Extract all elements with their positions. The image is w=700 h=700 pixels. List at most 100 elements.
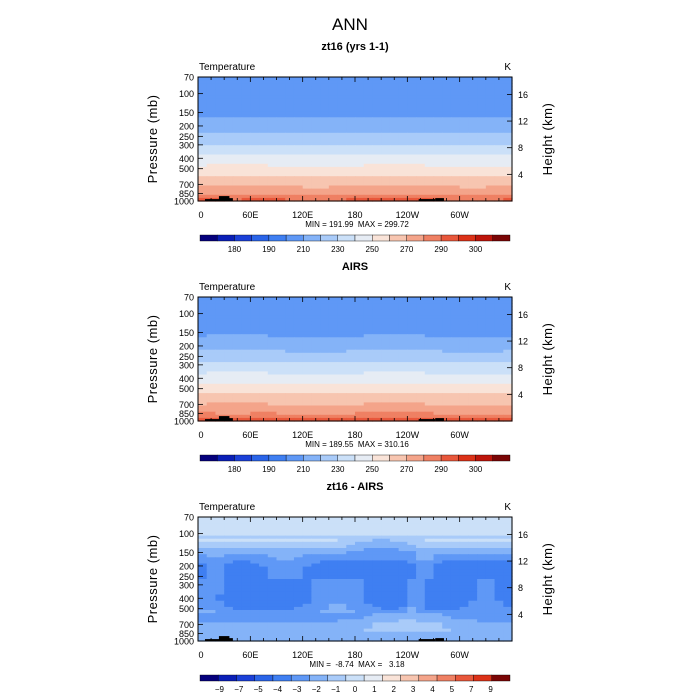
contour-cell bbox=[337, 594, 347, 599]
contour-cell bbox=[276, 340, 286, 345]
contour-cell bbox=[198, 628, 208, 633]
contour-cell bbox=[433, 132, 443, 137]
contour-cell bbox=[267, 548, 278, 552]
contour-cell bbox=[267, 185, 278, 190]
contour-cell bbox=[424, 386, 435, 391]
contour-cell bbox=[381, 368, 391, 372]
contour-cell bbox=[232, 628, 243, 633]
contour-cell bbox=[250, 544, 260, 549]
contour-cell bbox=[337, 625, 347, 630]
contour-cell bbox=[459, 104, 469, 109]
contour-cell bbox=[328, 182, 339, 187]
contour-cell bbox=[416, 594, 426, 599]
contour-cell bbox=[398, 101, 408, 106]
contour-cell bbox=[267, 585, 278, 589]
contour-cell bbox=[407, 408, 417, 413]
contour-cell bbox=[381, 145, 391, 149]
contour-cell bbox=[241, 417, 251, 422]
contour-cell bbox=[442, 343, 452, 348]
contour-cell bbox=[424, 89, 435, 94]
p-tick-label: 850 bbox=[179, 629, 194, 639]
contour-cell bbox=[232, 544, 243, 549]
contour-cell bbox=[459, 380, 469, 385]
contour-cell bbox=[442, 523, 452, 527]
contour-cell bbox=[241, 331, 251, 335]
contour-cell bbox=[320, 619, 330, 623]
contour-cell bbox=[416, 603, 426, 608]
contour-cell bbox=[468, 616, 478, 620]
contour-cell bbox=[407, 160, 417, 165]
contour-cell bbox=[433, 396, 443, 400]
contour-cell bbox=[485, 603, 496, 608]
contour-cell bbox=[450, 411, 461, 416]
contour-cell bbox=[302, 135, 312, 140]
contour-cell bbox=[389, 114, 400, 118]
contour-cell bbox=[459, 324, 469, 329]
contour-cell bbox=[232, 386, 243, 391]
contour-cell bbox=[389, 600, 400, 605]
contour-cell bbox=[215, 297, 225, 301]
contour-cell bbox=[224, 606, 234, 611]
contour-cell bbox=[468, 111, 478, 115]
contour-cell bbox=[485, 377, 496, 382]
contour-cell bbox=[424, 616, 435, 620]
contour-cell bbox=[355, 126, 365, 131]
colorbar-swatch bbox=[285, 454, 304, 462]
contour-cell bbox=[285, 551, 295, 555]
contour-cell bbox=[224, 548, 234, 552]
contour-cell bbox=[381, 613, 391, 617]
contour-cell bbox=[285, 529, 295, 534]
contour-cell bbox=[459, 352, 469, 357]
contour-cell bbox=[468, 86, 478, 90]
contour-cell bbox=[320, 526, 330, 530]
contour-cell bbox=[381, 554, 391, 558]
contour-cell bbox=[276, 346, 286, 351]
contour-cell bbox=[328, 188, 339, 193]
contour-cell bbox=[259, 520, 269, 524]
contour-cell bbox=[477, 637, 487, 642]
contour-cell bbox=[398, 411, 408, 416]
contour-cell bbox=[215, 139, 225, 143]
contour-cell bbox=[468, 551, 478, 555]
contour-cell bbox=[267, 405, 278, 410]
contour-cell bbox=[311, 349, 321, 354]
contour-cell bbox=[381, 628, 391, 633]
contour-cell bbox=[198, 309, 208, 314]
contour-cell bbox=[285, 563, 295, 568]
contour-cell bbox=[363, 355, 374, 360]
contour-cell bbox=[433, 544, 443, 549]
contour-cell bbox=[442, 101, 452, 106]
contour-cell bbox=[232, 377, 243, 382]
contour-cell bbox=[215, 610, 225, 614]
contour-cell bbox=[494, 120, 504, 125]
contour-cell bbox=[433, 588, 443, 592]
contour-cell bbox=[503, 625, 513, 630]
contour-cell bbox=[232, 318, 243, 323]
contour-cell bbox=[232, 148, 243, 152]
contour-cell bbox=[398, 616, 408, 620]
contour-cell bbox=[494, 523, 504, 527]
contour-cell bbox=[503, 523, 513, 527]
contour-cell bbox=[250, 594, 260, 599]
contour-cell bbox=[477, 188, 487, 193]
contour-cell bbox=[389, 529, 400, 534]
contour-cell bbox=[328, 616, 339, 620]
contour-cell bbox=[259, 104, 269, 109]
contour-cell bbox=[320, 383, 330, 388]
contour-cell bbox=[398, 368, 408, 372]
contour-cell bbox=[276, 312, 286, 317]
contour-cell bbox=[372, 166, 382, 171]
contour-cell bbox=[459, 306, 469, 310]
contour-cell bbox=[293, 393, 304, 397]
contour-cell bbox=[442, 80, 452, 84]
contour-cell bbox=[424, 572, 435, 577]
contour-cell bbox=[320, 89, 330, 94]
contour-cell bbox=[320, 625, 330, 630]
contour-cell bbox=[250, 532, 260, 537]
contour-cell bbox=[224, 129, 234, 134]
contour-cell bbox=[346, 315, 356, 320]
contour-cell bbox=[407, 163, 417, 168]
contour-cell bbox=[398, 405, 408, 410]
contour-cell bbox=[459, 117, 469, 121]
contour-cell bbox=[503, 563, 513, 568]
